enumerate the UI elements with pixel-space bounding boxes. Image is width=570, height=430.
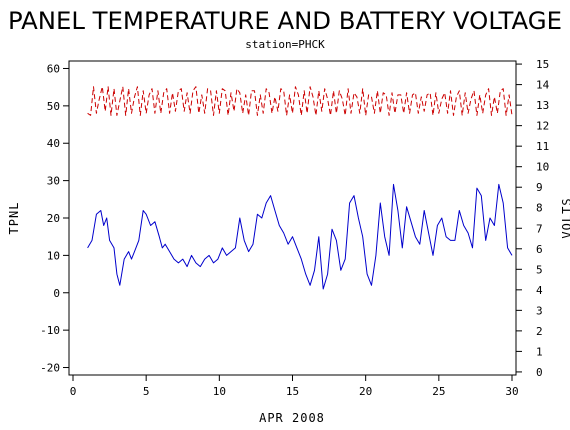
x-tick-label: 0 — [70, 385, 77, 398]
x-tick-label: 5 — [143, 385, 150, 398]
y-tick-label: 50 — [47, 100, 60, 113]
y2-tick-label: 1 — [536, 345, 543, 358]
y2-tick-label: 8 — [536, 202, 543, 215]
series-layer — [87, 86, 513, 290]
y2-tick-label: 15 — [536, 58, 549, 71]
series-line-tpnl — [87, 183, 513, 290]
y-tick-label: 0 — [53, 287, 60, 300]
y2-tick-label: 5 — [536, 263, 543, 276]
x-tick-label: 20 — [359, 385, 372, 398]
series-line-volts — [87, 86, 513, 116]
plot-frame — [68, 60, 517, 376]
y2-tick-label: 0 — [536, 366, 543, 379]
y-axis-label: TPNL — [7, 202, 21, 235]
y2-tick-label: 6 — [536, 243, 543, 256]
y2-tick-label: 2 — [536, 325, 543, 338]
x-axis-label: APR 2008 — [259, 411, 325, 425]
x-tick-label: 30 — [505, 385, 518, 398]
x-axis: 0 5 10 15 20 25 30 — [70, 375, 519, 398]
y2-tick-label: 13 — [536, 99, 549, 112]
chart-title: PANEL TEMPERATURE AND BATTERY VOLTAGE — [8, 7, 562, 35]
y-tick-label: 10 — [47, 249, 60, 262]
y-tick-label: -10 — [40, 324, 60, 337]
x-tick-label: 10 — [213, 385, 226, 398]
y2-tick-label: 14 — [536, 79, 550, 92]
y2-tick-label: 12 — [536, 120, 549, 133]
y2-tick-label: 3 — [536, 304, 543, 317]
x-tick-label: 25 — [432, 385, 445, 398]
y-tick-label: -20 — [40, 362, 60, 375]
y-tick-label: 60 — [47, 62, 60, 75]
y2-tick-label: 11 — [536, 140, 549, 153]
y2-axis-label: VOLTS — [560, 197, 570, 238]
y-tick-label: 20 — [47, 212, 60, 225]
y2-tick-label: 9 — [536, 181, 543, 194]
y2-tick-label: 10 — [536, 161, 549, 174]
chart-subtitle: station=PHCK — [245, 38, 325, 51]
y2-tick-label: 4 — [536, 284, 543, 297]
y-axis-left: -20 -10 0 10 20 30 40 50 60 — [40, 62, 69, 375]
y2-tick-label: 7 — [536, 222, 543, 235]
y-tick-label: 40 — [47, 137, 60, 150]
x-tick-label: 15 — [286, 385, 299, 398]
y-tick-label: 30 — [47, 175, 60, 188]
